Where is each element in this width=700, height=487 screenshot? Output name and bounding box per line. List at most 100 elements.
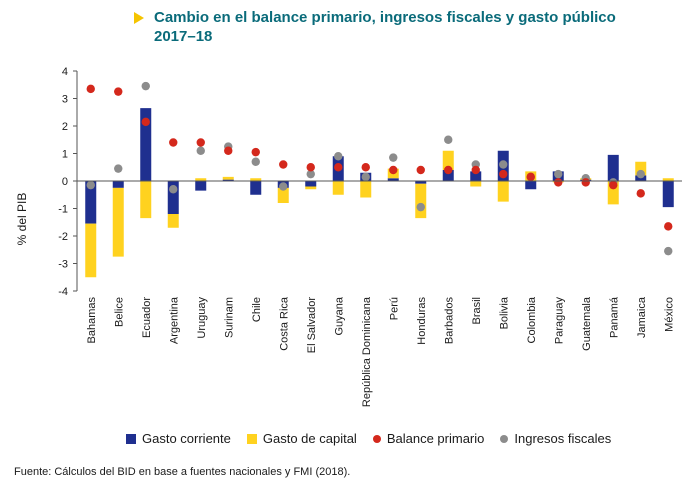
legend-item-ingresos-fiscales: Ingresos fiscales xyxy=(500,431,611,446)
dot-balance-primario-5 xyxy=(224,146,233,155)
chart-title-text: Cambio en el balance primario, ingresos … xyxy=(154,8,616,46)
dot-balance-primario-11 xyxy=(389,165,398,175)
x-tick-label: Belice xyxy=(113,297,125,327)
bar-gasto-corriente-13 xyxy=(442,170,454,181)
bar-gasto-corriente-16 xyxy=(525,181,537,190)
y-tick-label: 0 xyxy=(62,176,68,188)
bar-gasto-de-capital-10 xyxy=(360,181,372,198)
dot-balance-primario-4 xyxy=(196,138,205,147)
y-tick-label: 2 xyxy=(62,121,68,133)
bar-gasto-de-capital-19 xyxy=(607,181,619,205)
legend-item-balance-primario: Balance primario xyxy=(372,431,485,446)
bar-gasto-de-capital-12 xyxy=(415,183,427,219)
legend-label-gasto-corriente: Gasto corriente xyxy=(142,431,231,446)
bar-gasto-de-capital-20 xyxy=(635,161,647,176)
x-tick-label: Bahamas xyxy=(86,297,98,344)
bar-gasto-de-capital-7 xyxy=(277,187,289,203)
bar-gasto-corriente-4 xyxy=(195,181,207,191)
legend-swatch-gasto-de-capital xyxy=(246,433,257,444)
bar-gasto-corriente-3 xyxy=(167,181,179,214)
x-tick-label: El Salvador xyxy=(306,297,318,354)
legend-item-gasto-corriente: Gasto corriente xyxy=(126,431,231,446)
bar-gasto-de-capital-4 xyxy=(195,178,207,181)
x-tick-label: Bolivia xyxy=(498,296,510,329)
dot-balance-primario-10 xyxy=(361,163,370,172)
x-tick-label: Panamá xyxy=(608,296,620,338)
y-tick-label: 1 xyxy=(62,149,68,161)
dot-balance-primario-15 xyxy=(499,169,508,179)
bar-gasto-corriente-5 xyxy=(222,179,234,181)
chart-title-line-2: 2017–18 xyxy=(154,28,213,45)
dot-balance-primario-17 xyxy=(554,178,563,187)
dot-ingresos-fiscales-15 xyxy=(499,160,508,169)
bar-gasto-de-capital-13 xyxy=(442,150,454,170)
dot-ingresos-fiscales-7 xyxy=(279,182,288,191)
bar-gasto-corriente-0 xyxy=(85,181,97,224)
dot-balance-primario-18 xyxy=(581,178,590,187)
chart-plot: 4 3 2 1 0 -1 -2 -3 -4 Bahamas Belice Ecuador Argenti… xyxy=(58,66,682,407)
bar-gasto-de-capital-15 xyxy=(497,181,509,202)
dot-ingresos-fiscales-0 xyxy=(86,180,95,190)
dot-balance-primario-20 xyxy=(636,189,645,198)
dot-balance-primario-8 xyxy=(306,163,315,172)
legend-item-gasto-de-capital: Gasto de capital xyxy=(246,431,357,446)
dot-ingresos-fiscales-1 xyxy=(114,164,123,173)
legend-swatch-ingresos-fiscales xyxy=(500,434,509,443)
x-tick-label: Surinam xyxy=(223,297,235,338)
dot-balance-primario-1 xyxy=(114,87,123,96)
dot-ingresos-fiscales-10 xyxy=(361,172,370,182)
y-tick-label: 4 xyxy=(62,66,68,78)
y-tick-label: -2 xyxy=(58,231,68,243)
dot-ingresos-fiscales-8 xyxy=(306,169,315,179)
bar-gasto-corriente-14 xyxy=(470,171,482,181)
dot-balance-primario-0 xyxy=(86,84,95,94)
bar-gasto-corriente-11 xyxy=(387,178,399,181)
x-tick-label: México xyxy=(663,297,675,332)
dot-ingresos-fiscales-6 xyxy=(251,157,260,166)
x-tick-label: Honduras xyxy=(416,297,428,345)
y-tick-label: -3 xyxy=(58,259,68,271)
dot-balance-primario-16 xyxy=(526,172,535,182)
dot-ingresos-fiscales-20 xyxy=(636,169,645,179)
dot-ingresos-fiscales-2 xyxy=(141,81,150,91)
chart-legend: Gasto corriente Gasto de capital Balance… xyxy=(126,431,627,446)
dot-balance-primario-3 xyxy=(169,138,178,147)
bar-gasto-corriente-19 xyxy=(607,154,619,181)
dot-balance-primario-14 xyxy=(471,165,480,175)
bar-gasto-de-capital-2 xyxy=(140,181,152,219)
source-note: Fuente: Cálculos del BID en base a fuent… xyxy=(14,466,351,478)
bar-gasto-corriente-12 xyxy=(415,181,427,184)
x-tick-label: Chile xyxy=(251,297,263,322)
x-tick-label: Guatemala xyxy=(581,296,593,351)
x-tick-label: Argentina xyxy=(168,296,180,344)
dot-balance-primario-13 xyxy=(444,165,453,175)
dot-balance-primario-21 xyxy=(664,222,673,231)
y-tick-label: -1 xyxy=(58,204,68,216)
bar-gasto-corriente-8 xyxy=(305,181,317,187)
dot-ingresos-fiscales-17 xyxy=(554,169,563,179)
dot-balance-primario-7 xyxy=(279,160,288,169)
legend-label-balance-primario: Balance primario xyxy=(386,431,485,446)
bar-gasto-de-capital-8 xyxy=(305,186,317,190)
dot-ingresos-fiscales-11 xyxy=(389,153,398,162)
bar-gasto-corriente-6 xyxy=(250,181,262,195)
bar-gasto-de-capital-3 xyxy=(167,214,179,228)
legend-swatch-gasto-corriente xyxy=(126,433,136,444)
dot-balance-primario-6 xyxy=(251,147,260,157)
x-tick-label: Guyana xyxy=(333,296,345,335)
x-tick-label: Brasil xyxy=(471,297,483,325)
bar-gasto-de-capital-1 xyxy=(112,187,124,257)
bar-gasto-de-capital-21 xyxy=(662,178,674,181)
legend-swatch-balance-primario xyxy=(372,434,381,443)
bar-gasto-de-capital-14 xyxy=(470,181,482,187)
x-tick-label: Costa Rica xyxy=(278,296,290,351)
bar-gasto-corriente-2 xyxy=(140,108,152,181)
y-tick-label: -4 xyxy=(58,286,68,298)
x-tick-label: Uruguay xyxy=(196,297,208,339)
x-tick-label: Barbados xyxy=(443,297,455,345)
dot-ingresos-fiscales-4 xyxy=(196,146,205,155)
bar-gasto-de-capital-9 xyxy=(332,181,344,195)
bar-gasto-corriente-21 xyxy=(662,181,674,208)
x-tick-label: Paraguay xyxy=(553,297,565,345)
x-tick-label: Colombia xyxy=(526,296,538,343)
